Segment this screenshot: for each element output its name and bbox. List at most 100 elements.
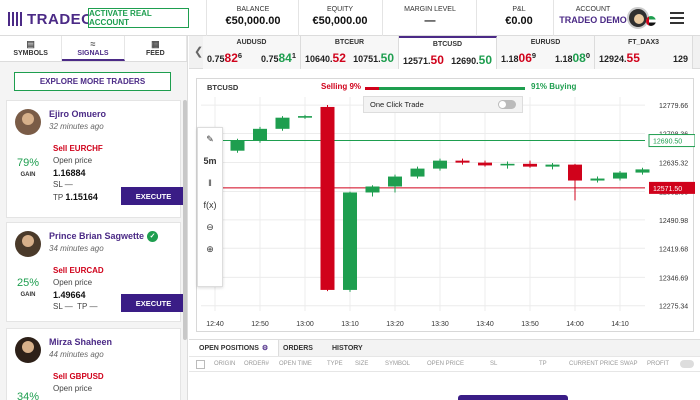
column-header[interactable]: SL — [490, 361, 498, 367]
trader-name[interactable]: Prince Brian Sagwette ✓ — [49, 231, 159, 243]
ask-price[interactable]: 0.75841 — [261, 51, 296, 65]
ticker-symbol: AUDUSD — [236, 39, 267, 46]
column-header[interactable]: OPEN TIME — [279, 361, 312, 367]
bid-price[interactable]: 10640.52 — [305, 51, 346, 65]
bid-price[interactable]: 0.75826 — [207, 51, 242, 65]
candle-1300[interactable] — [298, 116, 312, 118]
candle-1255[interactable] — [275, 117, 290, 129]
one-click-trade-toggle[interactable] — [498, 100, 516, 109]
indicator-icon[interactable]: f(x) — [203, 200, 217, 210]
candle-1350[interactable] — [523, 163, 537, 167]
zoom-out-icon[interactable]: ⊖ — [206, 222, 214, 232]
left-panel-scrollbar[interactable] — [183, 100, 187, 340]
column-header[interactable]: SIZE — [355, 361, 369, 367]
tab-symbols[interactable]: ▤ SYMBOLS — [0, 36, 63, 61]
candle-1315[interactable] — [365, 186, 380, 193]
account-label: ACCOUNT — [575, 6, 611, 13]
chevron-left-icon[interactable]: ❮ — [194, 46, 204, 58]
candle-1355[interactable] — [545, 164, 560, 167]
tab-feed[interactable]: ▦ FEED — [125, 36, 187, 61]
column-header[interactable]: OPEN PRICE — [427, 361, 465, 367]
candlestick-chart[interactable]: 12779.6612708.3612635.3212562.3512490.98… — [197, 79, 695, 333]
ask-price[interactable]: 12690.50 — [451, 53, 492, 67]
ask-price[interactable]: 1.18080 — [555, 51, 590, 65]
account-stat[interactable]: ACCOUNT TRADEO DEMO — [558, 6, 628, 25]
select-all-checkbox[interactable] — [196, 360, 205, 369]
header-divider — [476, 0, 477, 36]
candle-1320[interactable] — [388, 176, 402, 187]
candle-1325[interactable] — [410, 168, 425, 177]
tradeo-logo[interactable]: TRADEO — [8, 10, 93, 28]
column-header[interactable]: ORDER# — [244, 361, 270, 367]
flag-icon — [646, 16, 656, 26]
pnl-stat: P&L €0.00 — [494, 6, 544, 27]
pencil-icon[interactable]: ✎ — [206, 134, 214, 144]
menu-icon[interactable] — [670, 12, 684, 27]
ask-prefix: 1.18 — [554, 54, 573, 64]
trader-avatar[interactable] — [15, 231, 41, 257]
ticker-item-ft_dax3[interactable]: FT_DAX3 12924.55 129 — [595, 36, 693, 69]
candles-icon[interactable]: ‖ — [208, 178, 212, 188]
candle-1405[interactable] — [590, 178, 605, 181]
ticker-item-audusd[interactable]: AUDUSD 0.75826 0.75841 — [203, 36, 301, 69]
trader-name[interactable]: Mirza Shaheen — [49, 337, 112, 347]
explore-more-traders-button[interactable]: EXPLORE MORE TRADERS — [14, 72, 171, 91]
ticker-symbol: BTCUSD — [432, 41, 463, 48]
timeframe-selector[interactable]: 5m — [203, 156, 217, 166]
candle-1330[interactable] — [433, 160, 447, 169]
trader-avatar[interactable] — [15, 337, 41, 363]
column-header[interactable]: TP — [539, 361, 547, 367]
candle-1305[interactable] — [320, 106, 335, 290]
candle-1345[interactable] — [500, 163, 515, 166]
pnl-value: €0.00 — [505, 15, 533, 27]
left-panel-tabs: ▤ SYMBOLS ≈ SIGNALS ▦ FEED — [0, 36, 187, 62]
column-header[interactable]: ORIGIN — [214, 361, 236, 367]
bid-price[interactable]: 1.18069 — [501, 51, 536, 65]
candle-1250[interactable] — [253, 128, 267, 141]
ticker-symbol: EURUSD — [530, 39, 561, 46]
ticker-item-btcusd[interactable]: BTCUSD 12571.50 12690.50 — [399, 36, 497, 69]
execute-button[interactable]: EXECUTE — [121, 187, 186, 205]
take-profit: TP 1.15164 — [53, 191, 103, 204]
bottom-action-button[interactable] — [458, 395, 568, 400]
bid-prefix: 1.18 — [501, 54, 519, 64]
column-header[interactable]: SWAP — [620, 361, 638, 367]
tab-open-positions[interactable]: OPEN POSITIONS ⚙ — [189, 340, 280, 357]
one-click-trade-label: One Click Trade — [370, 100, 424, 109]
header-divider — [206, 0, 207, 36]
activate-real-account-button[interactable]: ACTIVATE REAL ACCOUNT — [88, 8, 189, 28]
candle-1400[interactable] — [568, 164, 582, 181]
column-header[interactable]: PROFIT — [647, 361, 669, 367]
candle-1410[interactable] — [613, 172, 627, 179]
column-header[interactable]: SYMBOL — [385, 361, 411, 367]
positions-table-header: ORIGIN ORDER# OPEN TIME TYPE SIZE SYMBOL OPEN … — [189, 356, 700, 372]
tab-history[interactable]: HISTORY — [332, 345, 363, 352]
candle-1335[interactable] — [455, 160, 470, 163]
ticker-item-eurusd[interactable]: EURUSD 1.18069 1.18080 — [497, 36, 595, 69]
trader-avatar[interactable] — [15, 109, 41, 135]
candle-1340[interactable] — [478, 162, 492, 166]
positions-toggle[interactable] — [680, 360, 694, 368]
tab-orders[interactable]: ORDERS — [283, 345, 313, 352]
price-chart[interactable]: 12779.6612708.3612635.3212562.3512490.98… — [196, 78, 695, 333]
execute-button[interactable]: EXECUTE — [121, 294, 186, 312]
tab-signals[interactable]: ≈ SIGNALS — [62, 36, 125, 61]
ask-price[interactable]: 129 — [673, 51, 688, 65]
ticker-item-btceur[interactable]: BTCEUR 10640.52 10751.50 — [301, 36, 399, 69]
x-tick-label: 13:30 — [431, 321, 449, 328]
bid-price[interactable]: 12924.55 — [599, 51, 640, 65]
signal-icon: ≈ — [90, 39, 96, 49]
gear-icon[interactable]: ⚙ — [261, 345, 269, 352]
trader-name[interactable]: Ejiro Omuero — [49, 109, 106, 119]
bid-price[interactable]: 12571.50 — [403, 53, 444, 67]
ask-price[interactable]: 10751.50 — [353, 51, 394, 65]
tab-open-positions-label: OPEN POSITIONS — [199, 345, 259, 352]
candle-1245[interactable] — [230, 140, 245, 151]
column-header[interactable]: TYPE — [327, 361, 343, 367]
zoom-in-icon[interactable]: ⊕ — [206, 244, 214, 254]
column-header[interactable]: CURRENT PRICE — [569, 361, 619, 367]
bid-prefix: 10640. — [305, 54, 333, 64]
header-divider — [298, 0, 299, 36]
candle-1415[interactable] — [635, 169, 650, 173]
candle-1310[interactable] — [343, 192, 357, 290]
